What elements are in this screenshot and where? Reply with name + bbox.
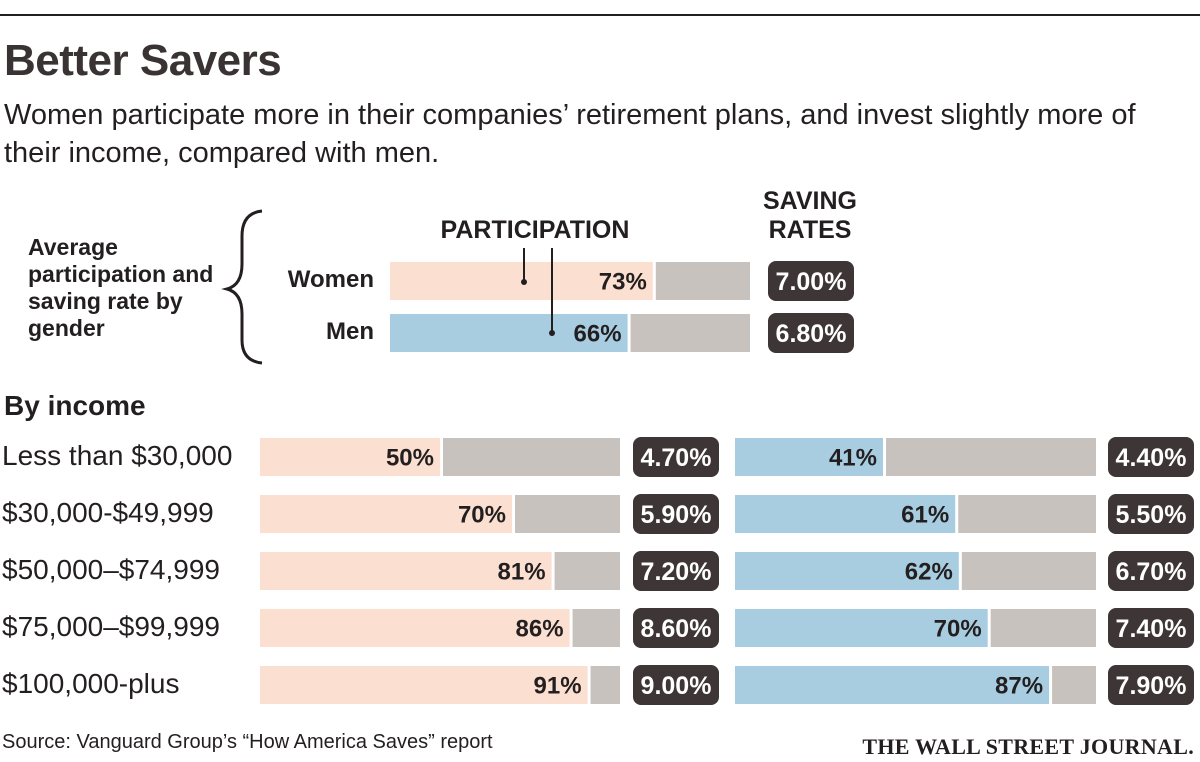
participation-leader-dot xyxy=(521,279,527,285)
women-average-participation-label: 73% xyxy=(599,269,647,296)
curly-brace xyxy=(221,209,263,365)
women-income-saving-rate-label: 4.70% xyxy=(641,444,712,472)
women-average-saving-rate-badge xyxy=(768,261,854,301)
income-category-label: Less than $30,000 xyxy=(2,440,233,471)
men-income-saving-rate-badge xyxy=(1108,665,1194,705)
chart-title: Better Savers xyxy=(4,36,282,85)
women-income-saving-rate-label: 8.60% xyxy=(641,615,712,643)
women-income-saving-rate-badge xyxy=(633,437,719,477)
men-income-participation-label: 70% xyxy=(934,616,982,643)
men-income-saving-rate-label: 7.90% xyxy=(1116,672,1187,700)
by-income-heading: By income xyxy=(4,390,146,421)
men-average-participation-label: 66% xyxy=(574,321,622,348)
women-income-saving-rate-label: 5.90% xyxy=(641,501,712,529)
women-income-participation-label: 50% xyxy=(386,445,434,472)
women-income-remainder-bar xyxy=(515,495,620,533)
men-income-participation-label: 61% xyxy=(901,502,949,529)
publication-credit: THE WALL STREET JOURNAL. xyxy=(862,734,1194,759)
men-average-saving-rate-label: 6.80% xyxy=(776,320,847,348)
men-income-saving-rate-badge xyxy=(1108,608,1194,648)
women-income-saving-rate-badge xyxy=(633,608,719,648)
men-income-participation-bar xyxy=(735,495,956,533)
women-income-participation-label: 70% xyxy=(458,502,506,529)
men-income-saving-rate-label: 7.40% xyxy=(1116,615,1187,643)
men-income-saving-rate-badge xyxy=(1108,494,1194,534)
saving-rates-header-line2: RATES xyxy=(768,216,852,244)
participation-header: PARTICIPATION xyxy=(440,216,630,244)
women-income-participation-label: 81% xyxy=(498,559,546,586)
men-average-saving-rate-badge xyxy=(768,313,854,353)
women-income-saving-rate-badge xyxy=(633,551,719,591)
women-income-saving-rate-badge xyxy=(633,494,719,534)
men-income-participation-bar xyxy=(735,609,988,647)
men-income-saving-rate-badge xyxy=(1108,437,1194,477)
income-category-label: $75,000–$99,999 xyxy=(2,611,220,642)
men-income-participation-bar xyxy=(735,666,1050,704)
gender-label-women: Women xyxy=(287,266,374,293)
women-income-participation-label: 91% xyxy=(534,673,582,700)
men-income-participation-label: 87% xyxy=(995,673,1043,700)
women-income-saving-rate-badge xyxy=(633,665,719,705)
top-rule xyxy=(0,14,1200,16)
participation-leader-dot xyxy=(549,330,555,336)
chart-subtitle: Women participate more in their companie… xyxy=(4,99,1136,169)
men-income-remainder-bar xyxy=(961,552,1096,590)
men-income-remainder-bar xyxy=(1052,666,1096,704)
women-income-participation-bar xyxy=(260,438,440,476)
men-income-participation-label: 62% xyxy=(905,559,953,586)
women-income-saving-rate-label: 7.20% xyxy=(641,558,712,586)
income-category-label: $100,000-plus xyxy=(2,668,180,699)
income-category-label: $30,000-$49,999 xyxy=(2,497,214,528)
men-average-participation-bar xyxy=(390,314,628,352)
women-income-participation-bar xyxy=(260,666,588,704)
income-category-label: $50,000–$74,999 xyxy=(2,554,220,585)
men-average-remainder-bar xyxy=(630,314,750,352)
gender-label-men: Men xyxy=(326,318,374,345)
men-income-participation-bar xyxy=(735,438,884,476)
men-income-remainder-bar xyxy=(886,438,1096,476)
men-income-remainder-bar xyxy=(958,495,1096,533)
women-income-participation-bar xyxy=(260,609,570,647)
women-average-saving-rate-label: 7.00% xyxy=(776,268,847,296)
men-income-saving-rate-label: 4.40% xyxy=(1116,444,1187,472)
women-income-remainder-bar xyxy=(443,438,620,476)
men-income-saving-rate-label: 5.50% xyxy=(1116,501,1187,529)
saving-rates-header-line1: SAVING xyxy=(763,187,857,215)
men-income-participation-bar xyxy=(735,552,959,590)
men-income-remainder-bar xyxy=(990,609,1096,647)
source-note: Source: Vanguard Group’s “How America Sa… xyxy=(2,731,493,753)
women-income-remainder-bar xyxy=(590,666,620,704)
women-average-remainder-bar xyxy=(655,262,750,300)
women-income-participation-bar xyxy=(260,552,552,590)
men-income-saving-rate-label: 6.70% xyxy=(1116,558,1187,586)
women-income-participation-bar xyxy=(260,495,512,533)
women-income-saving-rate-label: 9.00% xyxy=(641,672,712,700)
women-income-remainder-bar xyxy=(554,552,620,590)
men-income-participation-label: 41% xyxy=(829,445,877,472)
saving-rates-header: SAVING RATES xyxy=(740,187,880,245)
women-income-participation-label: 86% xyxy=(516,616,564,643)
men-income-saving-rate-badge xyxy=(1108,551,1194,591)
average-section-label: Average participation and saving rate by… xyxy=(28,234,214,341)
women-income-remainder-bar xyxy=(572,609,620,647)
